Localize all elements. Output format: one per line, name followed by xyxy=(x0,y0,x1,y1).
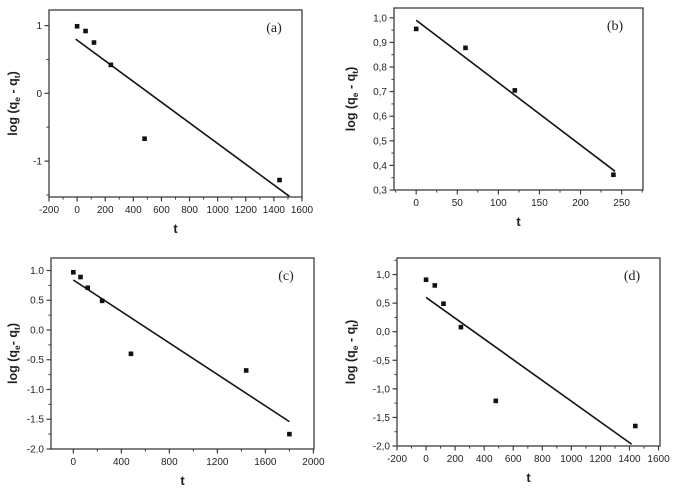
svg-text:1200: 1200 xyxy=(589,454,612,465)
panel-a: -200 0 200 400 600 800 1000 1200 1400 1600 1 0 -1 t lo… xyxy=(0,0,338,248)
svg-text:-1.0: -1.0 xyxy=(27,385,45,396)
svg-text:1,0: 1,0 xyxy=(373,13,387,24)
svg-text:0,0: 0,0 xyxy=(376,327,390,338)
svg-text:log (qe- qt): log (qe- qt) xyxy=(6,323,22,384)
panel-a-chart: -200 0 200 400 600 800 1000 1200 1400 1600 1 0 -1 t lo… xyxy=(6,9,314,236)
svg-text:0,8: 0,8 xyxy=(373,63,387,74)
panel-letter-b: (b) xyxy=(607,19,624,34)
svg-text:800: 800 xyxy=(534,454,551,465)
svg-text:1200: 1200 xyxy=(235,205,258,216)
svg-text:t: t xyxy=(173,221,178,236)
svg-text:1400: 1400 xyxy=(618,454,641,465)
svg-text:0.0: 0.0 xyxy=(30,325,44,336)
svg-text:log (qe - qt): log (qe - qt) xyxy=(344,320,360,385)
svg-text:-0,5: -0,5 xyxy=(373,356,391,367)
svg-text:-1,0: -1,0 xyxy=(373,384,391,395)
svg-text:400: 400 xyxy=(113,457,130,468)
svg-text:-200: -200 xyxy=(387,454,407,465)
panel-d: -200 0 200 400 600 800 1000 1200 1400 1600 1,0 0,5 0… xyxy=(338,248,676,496)
panel-letter-a: (a) xyxy=(266,21,282,36)
svg-text:1600: 1600 xyxy=(254,457,277,468)
svg-text:100: 100 xyxy=(490,198,507,209)
panel-b-chart: 0 50 100 150 200 250 1,0 0,9 0,8 0,7 0,6 0,5 0,4 0,3 t… xyxy=(344,7,644,229)
svg-text:t: t xyxy=(526,470,531,485)
panel-c: 0 400 800 1200 1600 2000 1.0 0.5 0.0 -0.5 -1.0 -1.5… xyxy=(0,248,338,496)
svg-text:log (qe - qt): log (qe - qt) xyxy=(6,71,22,136)
svg-text:800: 800 xyxy=(161,457,178,468)
svg-text:log (qe - qt): log (qe - qt) xyxy=(344,67,360,132)
svg-text:200: 200 xyxy=(572,198,589,209)
svg-text:1000: 1000 xyxy=(560,454,583,465)
panel-d-chart: -200 0 200 400 600 800 1000 1200 1400 1600 1,0 0,5 0… xyxy=(344,257,670,485)
panel-b: 0 50 100 150 200 250 1,0 0,9 0,8 0,7 0,6 0,5 0,4 0,3 t… xyxy=(338,0,676,248)
svg-text:600: 600 xyxy=(505,454,522,465)
svg-text:0,7: 0,7 xyxy=(373,87,387,98)
panel-c-chart: 0 400 800 1200 1600 2000 1.0 0.5 0.0 -0.5 -1.0 -1.5… xyxy=(6,257,325,488)
svg-text:1000: 1000 xyxy=(207,205,230,216)
svg-text:-2.0: -2.0 xyxy=(27,445,45,456)
svg-text:400: 400 xyxy=(476,454,493,465)
svg-text:1,0: 1,0 xyxy=(376,270,390,281)
svg-text:-1,5: -1,5 xyxy=(373,413,391,424)
svg-text:600: 600 xyxy=(153,205,170,216)
svg-text:200: 200 xyxy=(447,454,464,465)
svg-text:-2,0: -2,0 xyxy=(373,442,391,453)
svg-text:50: 50 xyxy=(452,198,464,209)
svg-text:0,9: 0,9 xyxy=(373,38,387,49)
svg-text:0.5: 0.5 xyxy=(30,296,44,307)
svg-text:0: 0 xyxy=(74,205,80,216)
svg-text:1200: 1200 xyxy=(206,457,229,468)
svg-text:200: 200 xyxy=(97,205,114,216)
svg-text:0: 0 xyxy=(71,457,77,468)
panel-letter-d: (d) xyxy=(624,269,641,284)
svg-text:0,3: 0,3 xyxy=(373,186,387,197)
svg-text:1600: 1600 xyxy=(291,205,314,216)
svg-text:0: 0 xyxy=(423,454,429,465)
svg-text:0,5: 0,5 xyxy=(376,299,390,310)
svg-text:-1.5: -1.5 xyxy=(27,415,45,426)
svg-text:0: 0 xyxy=(413,198,419,209)
svg-text:0,4: 0,4 xyxy=(373,161,387,172)
svg-text:1600: 1600 xyxy=(647,454,670,465)
svg-text:-0.5: -0.5 xyxy=(27,355,45,366)
panel-letter-c: (c) xyxy=(278,269,294,284)
svg-text:1.0: 1.0 xyxy=(30,266,44,277)
svg-text:-200: -200 xyxy=(39,205,59,216)
svg-text:0: 0 xyxy=(36,89,42,100)
svg-text:0,6: 0,6 xyxy=(373,112,387,123)
svg-text:1: 1 xyxy=(36,21,42,32)
svg-text:400: 400 xyxy=(125,205,142,216)
svg-text:-1: -1 xyxy=(33,157,42,168)
svg-text:t: t xyxy=(180,473,185,488)
svg-text:150: 150 xyxy=(531,198,548,209)
svg-text:250: 250 xyxy=(613,198,630,209)
svg-text:800: 800 xyxy=(181,205,198,216)
svg-text:0,5: 0,5 xyxy=(373,136,387,147)
svg-text:1400: 1400 xyxy=(263,205,286,216)
svg-text:t: t xyxy=(516,214,521,229)
svg-text:2000: 2000 xyxy=(302,457,325,468)
